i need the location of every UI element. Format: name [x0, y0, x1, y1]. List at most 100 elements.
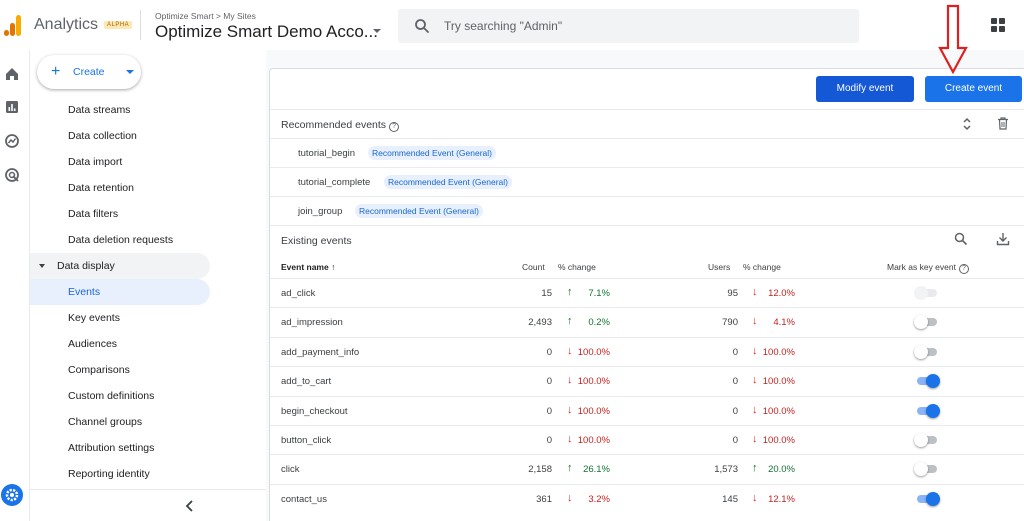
download-icon[interactable]	[996, 232, 1010, 246]
arrow-up-icon: ↑	[567, 286, 573, 298]
sidebar-item-audiences[interactable]: Audiences	[68, 338, 118, 350]
delete-icon[interactable]	[997, 117, 1009, 130]
sidebar-item-attribution-settings[interactable]: Attribution settings	[68, 442, 155, 454]
breadcrumb[interactable]: Optimize Smart > My Sites	[155, 11, 256, 21]
event-name-cell[interactable]: ad_click	[281, 288, 316, 299]
key-event-toggle[interactable]	[914, 492, 940, 506]
key-event-toggle[interactable]	[914, 433, 940, 447]
arrow-down-icon: ↓	[567, 433, 573, 445]
count-change-cell: 0.2%	[588, 317, 610, 328]
column-header-users-change[interactable]: % change	[743, 262, 781, 272]
explore-icon[interactable]	[4, 133, 20, 149]
count-change-cell: 3.2%	[588, 494, 610, 505]
users-cell: 0	[732, 406, 738, 417]
sidebar-item-data-filters[interactable]: Data filters	[68, 208, 119, 220]
users-change-cell: 100.0%	[762, 376, 795, 387]
table-row[interactable]: add_payment_info 0 ↓ 100.0% 0 ↓ 100.0%	[270, 337, 1024, 366]
search-box[interactable]	[398, 9, 859, 43]
modify-event-button[interactable]: Modify event	[816, 76, 914, 102]
table-row[interactable]: button_click 0 ↓ 100.0% 0 ↓ 100.0%	[270, 425, 1024, 454]
caret-down-icon	[39, 264, 45, 268]
event-name-cell[interactable]: contact_us	[281, 494, 327, 505]
event-name-cell[interactable]: add_payment_info	[281, 347, 360, 358]
event-name-cell[interactable]: click	[281, 464, 300, 475]
table-row[interactable]: contact_us 361 ↓ 3.2% 145 ↓ 12.1%	[270, 484, 1024, 513]
reports-icon[interactable]	[4, 99, 20, 115]
create-event-button[interactable]: Create event	[925, 76, 1022, 102]
chevron-down-icon[interactable]	[373, 29, 381, 33]
count-cell: 15	[541, 288, 552, 299]
recommended-event-name: tutorial_complete	[298, 177, 371, 188]
sidebar-item-events[interactable]: Events	[30, 279, 210, 305]
main-content: Modify event Create event Recommended ev…	[266, 50, 1024, 521]
users-cell: 790	[722, 317, 738, 328]
divider	[270, 278, 1024, 279]
arrow-up-icon: ↑	[567, 462, 573, 474]
search-icon[interactable]	[954, 232, 968, 246]
plus-icon: +	[51, 63, 61, 80]
column-header-users[interactable]: Users	[708, 262, 731, 272]
key-event-toggle[interactable]	[914, 404, 940, 418]
count-cell: 0	[546, 406, 552, 417]
sidebar-item-reporting-identity[interactable]: Reporting identity	[68, 468, 150, 480]
key-event-toggle[interactable]	[914, 345, 940, 359]
table-row[interactable]: click 2,158 ↑ 26.1% 1,573 ↑ 20.0%	[270, 454, 1024, 483]
sidebar-section-label: Data display	[57, 260, 115, 272]
sidebar-item-custom-definitions[interactable]: Custom definitions	[68, 390, 155, 402]
admin-gear-icon[interactable]	[1, 484, 23, 506]
expand-collapse-icon[interactable]	[962, 116, 972, 132]
sidebar-item-data-deletion-requests[interactable]: Data deletion requests	[68, 234, 174, 246]
sidebar-item-data-retention[interactable]: Data retention	[68, 182, 134, 194]
chevron-left-icon[interactable]	[184, 499, 196, 513]
key-event-toggle[interactable]	[914, 462, 940, 476]
users-cell: 145	[722, 494, 738, 505]
divider	[270, 138, 1024, 139]
key-event-toggle[interactable]	[914, 374, 940, 388]
event-name-cell[interactable]: button_click	[281, 435, 332, 446]
sidebar-item-data-streams[interactable]: Data streams	[68, 104, 131, 116]
event-name-cell[interactable]: ad_impression	[281, 317, 343, 328]
users-change-cell: 100.0%	[762, 347, 795, 358]
account-selector[interactable]: Optimize Smart Demo Acco...	[155, 22, 378, 41]
sidebar-item-key-events[interactable]: Key events	[68, 312, 120, 324]
table-row[interactable]: begin_checkout 0 ↓ 100.0% 0 ↓ 100.0%	[270, 396, 1024, 425]
column-header-count-change[interactable]: % change	[558, 262, 596, 272]
event-name-cell[interactable]: begin_checkout	[281, 406, 348, 417]
divider	[270, 167, 1024, 168]
table-row[interactable]: ad_impression 2,493 ↑ 0.2% 790 ↓ 4.1%	[270, 307, 1024, 336]
users-change-cell: 12.1%	[768, 494, 795, 505]
apps-grid-icon[interactable]	[991, 18, 1005, 32]
divider	[270, 425, 1024, 426]
event-name-cell[interactable]: add_to_cart	[281, 376, 332, 387]
users-cell: 1,573	[714, 464, 738, 475]
users-cell: 0	[732, 435, 738, 446]
advertising-icon[interactable]	[4, 167, 20, 183]
help-icon[interactable]: ?	[958, 264, 969, 274]
create-button[interactable]: + Create	[37, 55, 141, 89]
home-icon[interactable]	[4, 66, 20, 82]
arrow-up-icon: ↑	[567, 315, 573, 327]
column-header-event-name[interactable]: Event name ↑	[281, 262, 335, 272]
help-icon[interactable]: ?	[389, 122, 400, 132]
recommended-events-title: Recommended events?	[281, 119, 400, 132]
search-input[interactable]	[444, 9, 844, 43]
top-header: Analytics ALPHA Optimize Smart > My Site…	[0, 0, 1024, 50]
sidebar-item-data-collection[interactable]: Data collection	[68, 130, 137, 142]
count-change-cell: 100.0%	[577, 435, 610, 446]
divider	[270, 484, 1024, 485]
analytics-logo-icon[interactable]	[4, 14, 22, 36]
table-row[interactable]: ad_click 15 ↑ 7.1% 95 ↓ 12.0%	[270, 278, 1024, 307]
recommended-event-chip[interactable]: Recommended Event (General)	[384, 175, 513, 189]
sidebar-item-channel-groups[interactable]: Channel groups	[68, 416, 143, 428]
sidebar-item-data-import[interactable]: Data import	[68, 156, 123, 168]
key-event-toggle[interactable]	[914, 315, 940, 329]
count-cell: 0	[546, 376, 552, 387]
column-header-count[interactable]: Count	[522, 262, 545, 272]
recommended-event-chip[interactable]: Recommended Event (General)	[355, 204, 484, 218]
table-row[interactable]: add_to_cart 0 ↓ 100.0% 0 ↓ 100.0%	[270, 366, 1024, 395]
sidebar-section-data-display[interactable]: Data display	[30, 253, 210, 279]
sidebar-item-comparisons[interactable]: Comparisons	[68, 364, 130, 376]
sort-arrow-up-icon[interactable]: ↑	[331, 262, 336, 272]
recommended-event-chip[interactable]: Recommended Event (General)	[368, 146, 497, 160]
chevron-down-icon	[126, 70, 134, 74]
